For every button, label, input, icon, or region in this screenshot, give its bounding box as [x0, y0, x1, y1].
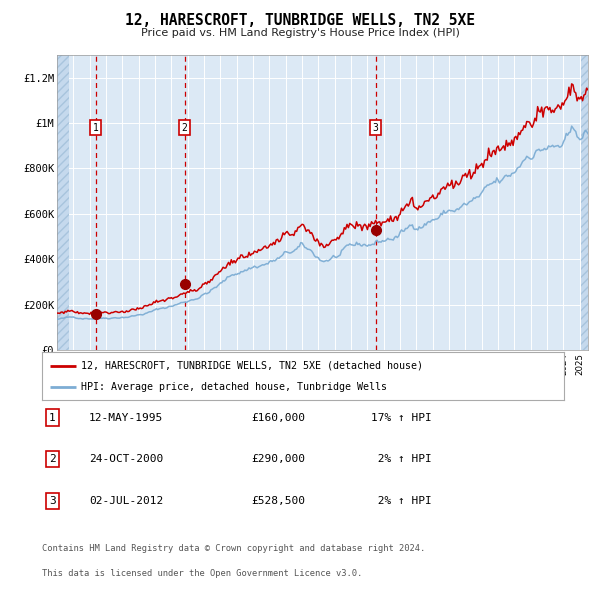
Text: 2% ↑ HPI: 2% ↑ HPI [371, 454, 431, 464]
Text: Contains HM Land Registry data © Crown copyright and database right 2024.: Contains HM Land Registry data © Crown c… [42, 544, 425, 553]
Bar [57, 55, 69, 350]
Text: 2: 2 [182, 123, 188, 133]
Text: 1: 1 [49, 412, 56, 422]
Text: Price paid vs. HM Land Registry's House Price Index (HPI): Price paid vs. HM Land Registry's House … [140, 28, 460, 38]
Text: 12, HARESCROFT, TUNBRIDGE WELLS, TN2 5XE (detached house): 12, HARESCROFT, TUNBRIDGE WELLS, TN2 5XE… [81, 360, 423, 371]
Text: This data is licensed under the Open Government Licence v3.0.: This data is licensed under the Open Gov… [42, 569, 362, 578]
Text: 3: 3 [373, 123, 379, 133]
Text: 12, HARESCROFT, TUNBRIDGE WELLS, TN2 5XE: 12, HARESCROFT, TUNBRIDGE WELLS, TN2 5XE [125, 13, 475, 28]
Bar [581, 55, 588, 350]
Text: 2: 2 [49, 454, 56, 464]
Text: 17% ↑ HPI: 17% ↑ HPI [371, 412, 431, 422]
Text: 24-OCT-2000: 24-OCT-2000 [89, 454, 163, 464]
Text: £528,500: £528,500 [251, 496, 305, 506]
Text: 3: 3 [49, 496, 56, 506]
Text: HPI: Average price, detached house, Tunbridge Wells: HPI: Average price, detached house, Tunb… [81, 382, 387, 392]
Text: 12-MAY-1995: 12-MAY-1995 [89, 412, 163, 422]
Text: 1: 1 [92, 123, 98, 133]
Text: 02-JUL-2012: 02-JUL-2012 [89, 496, 163, 506]
Text: £160,000: £160,000 [251, 412, 305, 422]
Text: £290,000: £290,000 [251, 454, 305, 464]
Text: 2% ↑ HPI: 2% ↑ HPI [371, 496, 431, 506]
